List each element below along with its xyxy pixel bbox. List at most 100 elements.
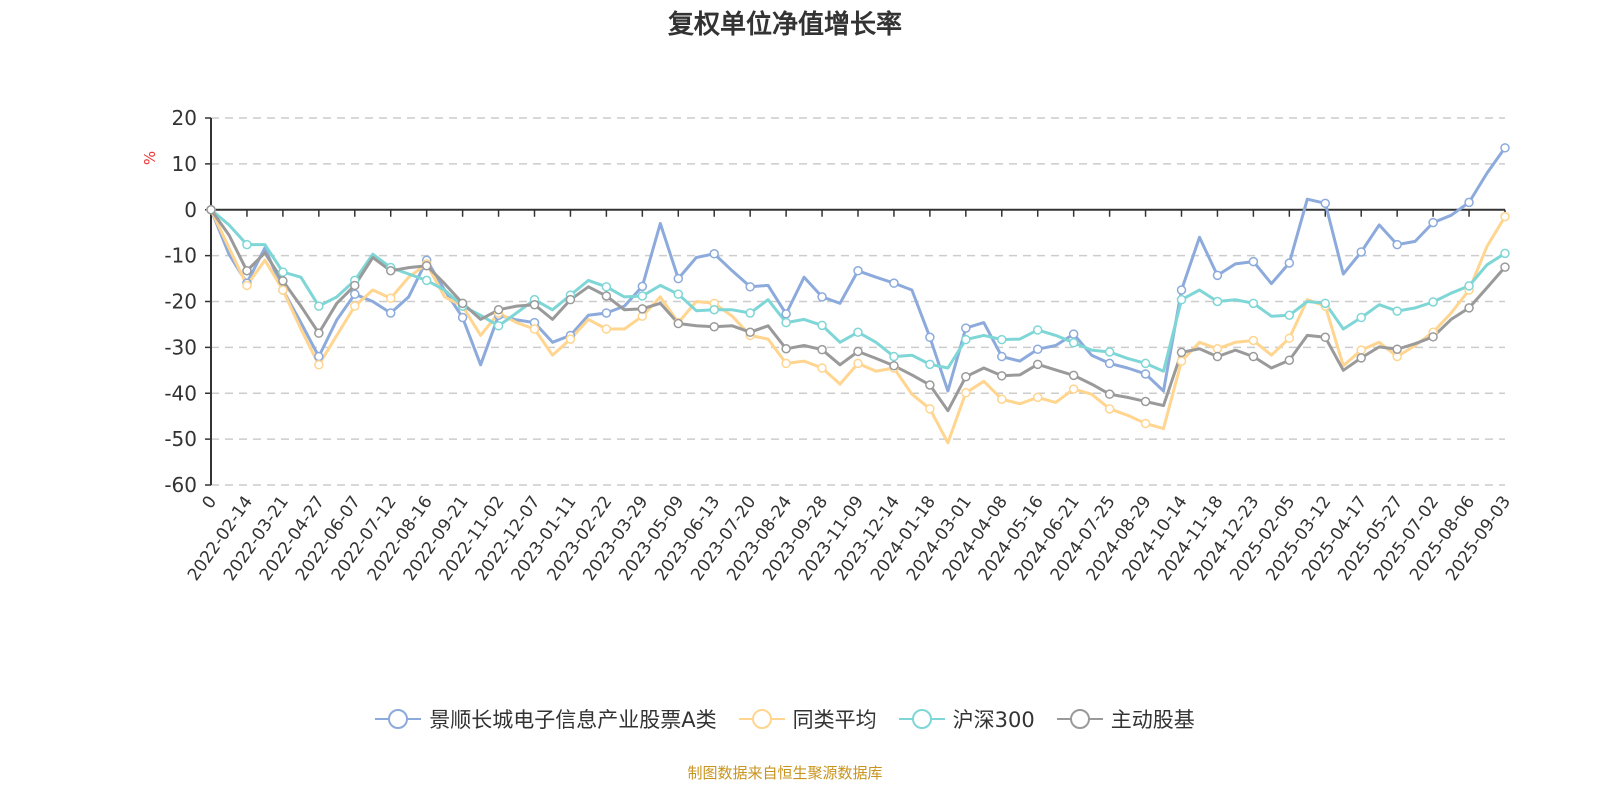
legend-item-active-equity[interactable]: 主动股基 — [1056, 704, 1195, 734]
data-point-2 — [1068, 338, 1079, 348]
y-tick-label: -20 — [164, 290, 197, 314]
data-point-3 — [709, 321, 719, 332]
data-point-0 — [1464, 197, 1474, 208]
data-point-3 — [997, 371, 1007, 381]
data-point-1 — [1032, 392, 1043, 403]
data-point-3 — [421, 260, 432, 271]
data-point-3 — [242, 266, 252, 276]
legend-line-circle-icon — [898, 709, 945, 729]
legend-item-peer-average[interactable]: 同类平均 — [738, 704, 877, 734]
data-point-3 — [1356, 353, 1366, 363]
data-point-3 — [565, 294, 576, 305]
data-point-1 — [385, 293, 396, 304]
data-point-0 — [925, 332, 935, 343]
data-point-3 — [1284, 355, 1295, 365]
data-point-1 — [314, 360, 324, 370]
legend: 景顺长城电子信息产业股票A类 同类平均 沪深300 主动股基 — [0, 704, 1570, 734]
data-point-1 — [1500, 211, 1510, 222]
y-tick-label: 0 — [184, 198, 197, 222]
data-point-3 — [1428, 332, 1438, 342]
data-point-0 — [385, 308, 396, 318]
x-tick-label: 0 — [199, 492, 222, 512]
data-point-1 — [565, 334, 576, 344]
data-point-3 — [601, 291, 612, 301]
y-tick-label: -30 — [164, 335, 197, 359]
data-point-3 — [493, 305, 504, 315]
data-point-0 — [1356, 247, 1366, 257]
data-point-3 — [1500, 262, 1510, 272]
data-point-0 — [673, 273, 684, 284]
data-point-1 — [1284, 333, 1295, 343]
data-point-0 — [1428, 217, 1438, 228]
data-point-0 — [1392, 239, 1402, 250]
data-point-1 — [781, 358, 791, 369]
legend-label: 沪深300 — [952, 708, 1035, 732]
data-point-2 — [817, 320, 827, 331]
data-point-1 — [817, 363, 827, 373]
series-line-1 — [209, 209, 1507, 445]
y-tick-label: 20 — [172, 106, 197, 130]
data-point-3 — [350, 280, 360, 291]
data-point-0 — [1068, 329, 1079, 339]
data-point-2 — [709, 305, 719, 315]
data-point-3 — [314, 328, 324, 338]
data-point-0 — [457, 312, 468, 323]
data-point-0 — [1032, 344, 1043, 354]
data-point-1 — [997, 394, 1007, 404]
data-point-2 — [1212, 296, 1223, 307]
data-point-2 — [314, 301, 324, 311]
data-point-2 — [853, 327, 863, 337]
y-tick-label: -40 — [164, 381, 197, 405]
data-point-3 — [1068, 370, 1079, 381]
data-point-3 — [673, 318, 684, 329]
data-point-2 — [1356, 312, 1366, 323]
data-point-1 — [601, 324, 612, 334]
y-tick-label: 10 — [172, 152, 197, 176]
data-point-1 — [1140, 418, 1151, 429]
data-point-1 — [1068, 384, 1079, 394]
y-axis-label: % — [141, 151, 159, 165]
legend-label: 主动股基 — [1110, 708, 1195, 732]
legend-item-fund[interactable]: 景顺长城电子信息产业股票A类 — [375, 704, 717, 734]
data-point-3 — [853, 346, 863, 357]
data-point-0 — [1500, 143, 1510, 153]
data-point-3 — [961, 371, 971, 382]
data-point-3 — [637, 304, 648, 314]
data-point-2 — [997, 334, 1007, 345]
legend-line-circle-icon — [375, 709, 422, 729]
data-point-3 — [889, 360, 899, 371]
data-point-0 — [350, 289, 360, 299]
data-point-0 — [1176, 285, 1187, 295]
data-point-1 — [961, 388, 971, 398]
data-point-0 — [745, 282, 755, 292]
data-point-1 — [1176, 356, 1187, 366]
data-point-1 — [1212, 344, 1223, 354]
data-point-0 — [961, 323, 971, 333]
data-point-3 — [529, 299, 540, 310]
data-point-0 — [853, 266, 863, 276]
data-point-3 — [1104, 389, 1115, 399]
data-point-1 — [529, 324, 540, 334]
source-note: 制图数据来自恒生聚源数据库 — [687, 764, 883, 782]
data-point-3 — [925, 380, 935, 390]
data-point-3 — [781, 344, 791, 354]
data-point-2 — [961, 334, 971, 345]
legend-line-circle-icon — [1056, 709, 1103, 729]
data-point-1 — [242, 280, 252, 291]
data-point-0 — [1140, 369, 1151, 379]
data-point-1 — [1356, 345, 1366, 355]
data-point-1 — [925, 404, 935, 414]
data-point-0 — [1320, 198, 1331, 209]
data-point-0 — [1284, 258, 1295, 268]
data-point-3 — [206, 205, 216, 215]
legend-item-hs300[interactable]: 沪深300 — [898, 704, 1035, 734]
data-point-0 — [1212, 270, 1223, 281]
data-point-2 — [1500, 248, 1510, 259]
legend-label: 同类平均 — [792, 708, 877, 732]
data-point-2 — [889, 351, 899, 362]
chart-title: 复权单位净值增长率 — [667, 10, 902, 40]
data-point-2 — [1464, 281, 1474, 291]
data-point-0 — [889, 278, 899, 288]
data-point-3 — [1176, 347, 1187, 358]
data-point-2 — [637, 291, 648, 301]
